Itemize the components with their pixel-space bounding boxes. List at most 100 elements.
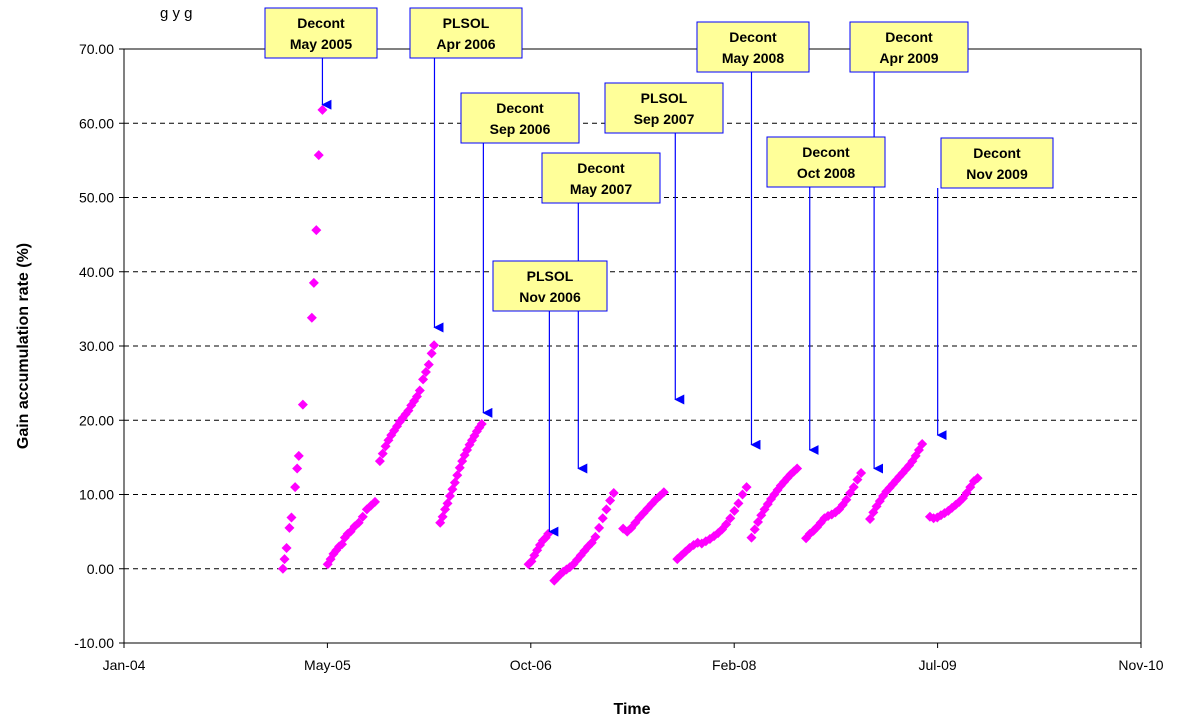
- data-point: [426, 348, 437, 359]
- data-point: [756, 510, 767, 521]
- data-point: [848, 482, 859, 493]
- data-point: [972, 473, 983, 484]
- annotation-callout: Decont May 2005: [264, 7, 378, 59]
- data-point: [749, 524, 760, 535]
- y-tick-label: 70.00: [79, 41, 114, 57]
- y-tick-label: 60.00: [79, 115, 114, 131]
- annotation-callout: Decont Oct 2008: [766, 136, 886, 188]
- callout-text: Decont: [885, 29, 933, 45]
- data-point: [420, 366, 431, 377]
- callout-text: Sep 2007: [634, 111, 695, 127]
- data-point: [476, 418, 487, 429]
- annotation-callout: Decont Apr 2009: [849, 21, 969, 73]
- callout-text: Apr 2006: [436, 36, 495, 52]
- data-point: [306, 312, 317, 323]
- data-point: [293, 450, 304, 461]
- callout-text: Apr 2009: [879, 50, 938, 66]
- callout-text: May 2005: [290, 36, 352, 52]
- annotation-callout: Decont May 2008: [696, 21, 810, 73]
- data-point: [841, 494, 852, 505]
- data-point: [292, 463, 303, 474]
- data-point: [917, 439, 928, 450]
- data-point: [733, 498, 744, 509]
- x-tick-label: Jul-09: [919, 657, 957, 673]
- x-tick-label: Feb-08: [712, 657, 757, 673]
- x-axis: Jan-04 May-05 Oct-06 Feb-08 Jul-09 Nov-10: [103, 643, 1164, 673]
- callout-text: Decont: [729, 29, 777, 45]
- data-point: [286, 512, 297, 523]
- data-point: [414, 385, 425, 396]
- data-point: [823, 511, 834, 522]
- callout-text: Decont: [802, 144, 850, 160]
- callout-text: PLSOL: [527, 268, 574, 284]
- data-point: [418, 374, 429, 385]
- data-point: [737, 489, 748, 500]
- annotation-callout: Decont May 2007: [541, 152, 661, 204]
- callout-text: Sep 2006: [490, 121, 551, 137]
- data-points: [277, 104, 983, 586]
- callout-text: Decont: [297, 15, 345, 31]
- callout-text: Decont: [973, 145, 1021, 161]
- data-point: [856, 467, 867, 478]
- data-point: [279, 554, 290, 565]
- annotation-callout: PLSOL Apr 2006: [409, 7, 523, 59]
- data-point: [725, 513, 736, 524]
- data-point: [601, 504, 612, 515]
- data-point: [746, 532, 757, 543]
- data-point: [369, 496, 380, 507]
- data-point: [741, 482, 752, 493]
- data-point: [311, 225, 322, 236]
- data-point: [792, 463, 803, 474]
- y-tick-label: 30.00: [79, 338, 114, 354]
- y-tick-label: 20.00: [79, 412, 114, 428]
- y-tick-label: -10.00: [74, 635, 114, 651]
- data-point: [721, 519, 732, 530]
- callout-text: PLSOL: [641, 90, 688, 106]
- data-point: [377, 448, 388, 459]
- data-point: [374, 456, 385, 467]
- annotation-callouts: Decont May 2005 PLSOL Apr 2006 Decont Sep 200…: [264, 7, 1054, 312]
- data-point: [608, 488, 619, 499]
- callout-text: Nov 2009: [966, 166, 1028, 182]
- x-tick-label: May-05: [304, 657, 351, 673]
- data-point: [423, 359, 434, 370]
- data-point: [590, 531, 601, 542]
- chart-title-fragment: g y g: [160, 5, 193, 22]
- data-point: [290, 482, 301, 493]
- y-axis-title: Gain accumulation rate (%): [15, 243, 32, 449]
- data-point: [852, 474, 863, 485]
- data-point: [729, 505, 740, 516]
- data-point: [353, 517, 364, 528]
- annotation-callout: Decont Sep 2006: [460, 92, 580, 144]
- data-point: [658, 487, 669, 498]
- x-tick-label: Jan-04: [103, 657, 146, 673]
- callout-text: Decont: [577, 160, 625, 176]
- y-tick-label: 50.00: [79, 190, 114, 206]
- data-point: [429, 340, 440, 351]
- data-point: [597, 513, 608, 524]
- x-tick-label: Oct-06: [510, 657, 552, 673]
- data-point: [935, 510, 946, 521]
- data-point: [313, 150, 324, 161]
- data-point: [594, 522, 605, 533]
- callout-text: May 2007: [570, 181, 632, 197]
- data-point: [281, 542, 292, 553]
- data-point: [284, 522, 295, 533]
- data-point: [317, 104, 328, 115]
- x-tick-label: Nov-10: [1118, 657, 1163, 673]
- y-axis: -10.00 0.00 10.00 20.00 30.00 40.00 50.00 60.00…: [74, 41, 124, 651]
- annotation-callout: PLSOL Nov 2006: [492, 260, 608, 312]
- data-point: [297, 399, 308, 410]
- annotation-callout: Decont Nov 2009: [940, 137, 1054, 189]
- y-tick-label: 0.00: [87, 561, 114, 577]
- data-point: [605, 495, 616, 506]
- x-axis-title: Time: [613, 701, 650, 718]
- data-point: [308, 277, 319, 288]
- callout-text: May 2008: [722, 50, 784, 66]
- callout-text: Nov 2006: [519, 289, 581, 305]
- annotation-callout: PLSOL Sep 2007: [604, 82, 724, 134]
- callout-text: Oct 2008: [797, 165, 856, 181]
- data-point: [357, 511, 368, 522]
